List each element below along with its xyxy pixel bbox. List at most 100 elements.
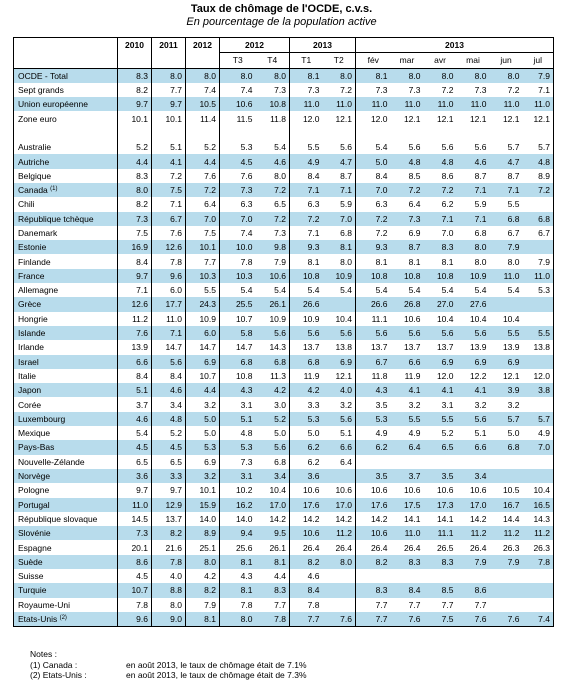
- header-quarter-year-2013: 2013: [289, 36, 356, 54]
- table-row: Union européenne 9.7 9.7 10.5 10.6 10.8 11.0 11…: [13, 97, 554, 112]
- value-cell: 26.1: [255, 297, 290, 312]
- header-blank: [185, 52, 220, 69]
- value-cell: 9.7: [117, 483, 152, 498]
- value-cell: 5.9: [322, 197, 356, 212]
- value-cell: 8.2: [117, 82, 152, 98]
- row-label: Corée: [13, 397, 118, 412]
- header-quarter-year-2012: 2012: [219, 36, 290, 54]
- value-cell: 15.9: [185, 497, 220, 512]
- note-text: en août 2013, le taux de chômage était d…: [126, 659, 307, 670]
- value-cell: 8.1: [322, 240, 356, 255]
- row-label-text: Norvège: [18, 471, 51, 482]
- value-cell: 7.3: [240, 456, 253, 467]
- row-label: Allemagne: [13, 283, 118, 298]
- value-cell: 7.9: [522, 68, 554, 83]
- value-cell: 7.8: [117, 597, 152, 612]
- value-cell: 6.3: [240, 199, 253, 210]
- value-cell: 26.1: [255, 540, 290, 555]
- value-cell: 8.0: [219, 68, 256, 83]
- value-cell: 3.4: [151, 397, 186, 412]
- value-cell: 14.2: [302, 513, 320, 524]
- value-cell: 11.9: [404, 370, 421, 381]
- row-label: Mexique: [13, 426, 118, 441]
- value-cell: 7.3: [307, 85, 320, 96]
- value-cell: 7.6: [322, 611, 356, 628]
- value-cell: 14.2: [255, 511, 290, 527]
- value-cell: 11.0: [456, 97, 490, 112]
- value-cell: 5.4: [255, 140, 290, 155]
- value-cell: [522, 468, 554, 484]
- value-cell: 7.8: [307, 599, 320, 610]
- value-cell: [356, 455, 391, 469]
- value-cell: 11.4: [185, 111, 220, 126]
- table-row: Sept grands 8.2 7.7 7.4 7.4 7.3 7.3 7.2 7.3 7.3 7.…: [13, 82, 554, 98]
- value-cell: [489, 468, 523, 484]
- value-cell: [522, 454, 554, 469]
- value-cell: 4.0: [322, 383, 356, 398]
- value-cell: 11.2: [322, 526, 356, 541]
- value-cell: 9.7: [151, 97, 186, 112]
- value-cell: 5.2: [441, 428, 454, 439]
- value-cell: 5.4: [375, 142, 388, 153]
- value-cell: 3.5: [423, 468, 457, 484]
- spacer-cell: [290, 126, 323, 140]
- value-cell: 12.1: [522, 111, 554, 126]
- spacer-cell: [255, 125, 290, 141]
- value-cell: 7.7: [355, 611, 391, 628]
- value-cell: 5.7: [522, 411, 554, 427]
- table-row: Allemagne 7.1 6.0 5.5 5.4 5.4 5.4 5.4 5.4 5.4 5.4 5…: [13, 283, 554, 298]
- value-cell: 14.7: [151, 340, 186, 355]
- value-cell: 5.6: [390, 325, 424, 341]
- spacer-cell: [356, 126, 391, 140]
- value-cell: 8.1: [441, 256, 454, 267]
- value-cell: 6.8: [322, 225, 356, 241]
- table-row: Hongrie 11.2 11.0 10.9 10.7 10.9 10.9 10.4 11.1 1…: [13, 311, 554, 326]
- value-cell: 6.0: [185, 325, 220, 341]
- value-cell: 6.7: [151, 211, 186, 226]
- value-cell: 5.8: [219, 325, 256, 341]
- value-cell: 5.3: [185, 440, 220, 455]
- value-cell: 4.9: [375, 428, 388, 439]
- row-label: Royaume-Uni: [13, 597, 118, 612]
- value-cell: 10.5: [185, 97, 220, 112]
- value-cell: 10.2: [235, 485, 253, 496]
- value-cell: 7.2: [151, 168, 186, 183]
- value-cell: 8.7: [390, 240, 424, 255]
- value-cell: 7.3: [117, 211, 152, 226]
- row-label: France: [13, 268, 118, 284]
- value-cell: 24.3: [185, 297, 220, 312]
- value-cell: 8.4: [307, 170, 320, 181]
- row-label: Estonie: [13, 240, 118, 255]
- value-cell: 26.3: [522, 540, 554, 555]
- value-cell: 5.4: [255, 283, 290, 298]
- value-cell: [322, 568, 356, 584]
- value-cell: 8.0: [456, 240, 490, 255]
- value-cell: 8.2: [355, 554, 391, 569]
- row-label-text: Turquie: [18, 585, 47, 596]
- value-cell: 7.0: [185, 211, 220, 226]
- value-cell: 4.3: [355, 383, 391, 398]
- table-header: 2010 2011 2012 2012 2013 2013 T3 T4 T1 T…: [13, 36, 554, 69]
- value-cell: 10.6: [370, 485, 388, 496]
- value-cell: 10.5: [502, 485, 520, 496]
- header-month: jun: [489, 52, 523, 69]
- value-cell: 6.9: [322, 354, 356, 369]
- value-cell: 13.7: [436, 342, 454, 353]
- value-cell: 8.3: [390, 554, 424, 569]
- row-label: Grèce: [13, 297, 118, 312]
- value-cell: 10.6: [322, 483, 356, 498]
- value-cell: 7.6: [240, 170, 253, 181]
- value-cell: 6.9: [408, 228, 421, 238]
- table-row: Nouvelle-Zélande 6.5 6.5 6.9 7.3 6.8 6.2 6.4: [13, 454, 554, 469]
- row-label-text: Canada: [18, 185, 48, 196]
- value-cell: 11.0: [355, 97, 391, 112]
- value-cell: 9.3: [289, 240, 323, 255]
- value-cell: 16.5: [522, 497, 554, 512]
- value-cell: 17.5: [390, 497, 424, 512]
- value-cell: 5.6: [322, 325, 356, 341]
- value-cell: 9.4: [219, 526, 256, 541]
- value-cell: 12.2: [469, 370, 487, 381]
- value-cell: 6.5: [117, 454, 152, 469]
- value-cell: [522, 354, 554, 369]
- spacer-cell: [457, 126, 490, 140]
